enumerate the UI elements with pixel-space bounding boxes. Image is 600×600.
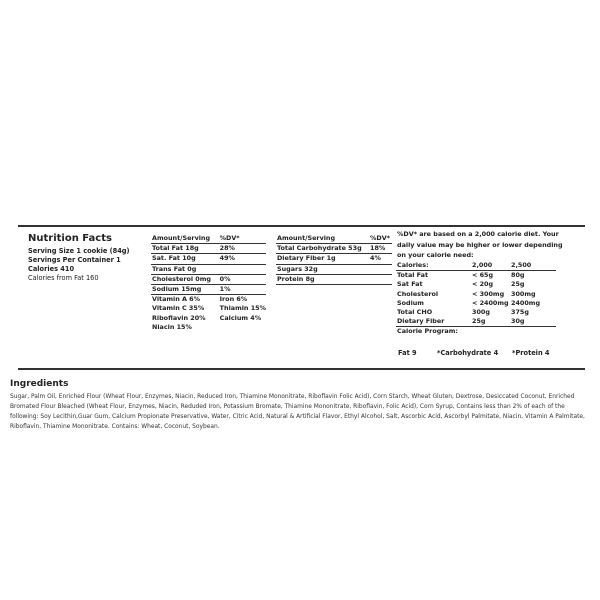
nutrient-dv: 1% [218,284,266,296]
vitamin: Riboflavin 20% [152,313,206,322]
dv-2000: < 65g [472,271,494,280]
mineral: Calcium 4% [219,313,262,322]
dv-row-label: Dietary Fiber [396,317,471,328]
serving-size: Serving Size 1 cookie (84g) [28,247,130,255]
calories-from-fat: Calories from Fat 160 [28,274,99,282]
dv-row-label: Total Fat [397,271,429,280]
header-amount: Amount/Serving [151,234,219,245]
header-amount: Amount/Serving [276,234,369,245]
ingredients-text: Sugar, Palm Oil, Enriched Flour (Wheat F… [10,394,585,430]
nutrient-dv: 0% [218,274,266,285]
nutrition-facts-panel [18,225,585,370]
program-protein: *Protein 4 [512,349,550,357]
dv-2500: 30g [510,317,556,328]
dv-row-label: Total CHO [397,308,433,317]
vitamin: Vitamin A 6% [152,295,201,304]
nutrient-name: Total Fat 18g [151,243,219,255]
nutrient-dv: 18% [369,243,392,255]
nutrient-name: Sugars 32g [276,264,369,275]
nutrient-dv: 28% [218,243,266,255]
header-dv: %DV* [369,234,392,245]
nutrient-table-2: Amount/Serving %DV* Total Carbohydrate 53… [276,234,392,285]
program-carbohydrate: *Carbohydrate 4 [437,349,499,357]
nutrient-name: Trans Fat 0g [151,264,219,275]
daily-value-table: Calories: 2,000 2,500 Total Fat < 65g 80g Sa… [396,261,556,337]
nutrient-dv [218,264,266,275]
dv-note: %DV* are based on a 2,000 calorie diet. … [397,230,563,259]
nutrient-name: Dietary Fiber 1g [276,253,369,265]
dv-2500: 2400mg [511,298,541,307]
calories: Calories 410 [28,265,75,273]
mineral [219,323,266,332]
nutrient-table-1: Amount/Serving %DV* Total Fat 18g 28% Sat.… [151,234,266,332]
calorie-program-label: Calorie Program: [397,327,458,336]
program-fat: Fat 9 [398,349,417,357]
dv-2500: 25g [511,280,525,289]
servings-per-container: Servings Per Container 1 [28,256,121,264]
dv-row-label: Sodium [397,298,424,307]
dv-2000: < 2400mg [472,298,509,307]
dv-2500: 375g [511,308,529,317]
nutrient-name: Protein 8g [276,274,369,285]
dv-2000: 25g [471,317,510,328]
dv-2000: < 300mg [472,289,505,298]
nutrient-dv: 49% [218,253,266,265]
nutrient-name: Cholesterol 0mg [151,274,219,285]
nutrient-name: Sat. Fat 10g [151,253,219,265]
dv-row-label: Sat Fat [397,280,423,289]
ingredients-title: Ingredients [10,379,69,389]
dv-2000: < 20g [472,280,494,289]
nutrient-dv [369,274,392,285]
dv-header: 2,000 [471,261,510,272]
dv-row-label: Cholesterol [397,289,439,298]
nutrient-dv: 4% [369,253,392,265]
mineral: Thiamin 15% [219,304,266,313]
nutrient-name: Sodium 15mg [151,284,219,296]
nutrition-title: Nutrition Facts [28,233,112,244]
nutrient-dv [369,264,392,275]
vitamin: Niacin 15% [152,322,192,331]
dv-2500: 300mg [511,289,536,298]
dv-2500: 80g [511,271,525,280]
header-dv: %DV* [218,234,266,245]
mineral: Iron 6% [219,295,248,304]
dv-2000: 300g [472,308,490,317]
nutrient-name: Total Carbohydrate 53g [276,243,369,255]
dv-header: 2,500 [510,261,556,272]
vitamin: Vitamin C 35% [152,304,205,313]
dv-header: Calories: [396,261,471,272]
